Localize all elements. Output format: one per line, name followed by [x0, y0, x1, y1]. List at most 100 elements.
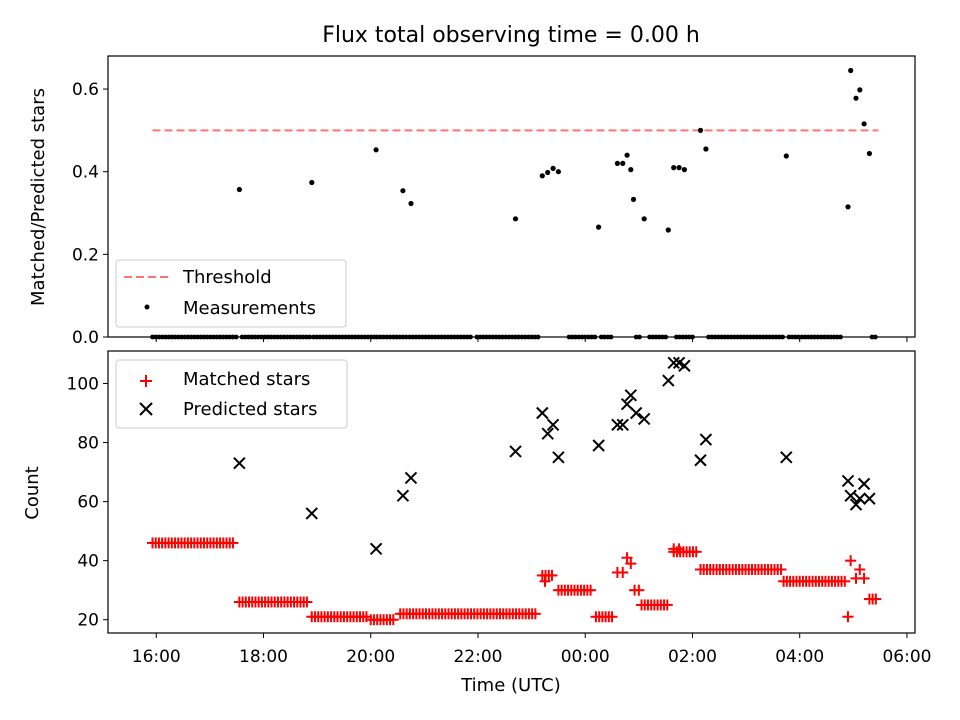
x-axis-label: Time (UTC) — [460, 675, 561, 696]
predicted-star-point — [616, 418, 629, 432]
measurement-point — [665, 227, 671, 233]
top-y-ticks: 0.0 0.2 0.4 0.6 — [72, 80, 108, 348]
measurement-point — [628, 167, 634, 173]
matched-stars-legend-label: Matched stars — [183, 369, 310, 390]
bottom-y-tick-label: 40 — [77, 552, 99, 572]
bottom-y-axis-label: Count — [22, 466, 43, 519]
matched-star-point — [387, 614, 399, 626]
matched-star-point — [621, 552, 633, 564]
measurement-point — [676, 165, 682, 171]
predicted-stars-legend-icon — [139, 402, 153, 416]
predicted-star-point — [396, 489, 410, 502]
measurement-point — [596, 224, 602, 230]
predicted-star-point — [592, 439, 605, 452]
matched-star-point — [585, 584, 597, 596]
measurement-point — [853, 95, 859, 101]
matched-star-point — [775, 564, 787, 576]
measurement-point — [400, 188, 406, 194]
bottom-legend: Matched stars Predicted stars — [115, 359, 348, 429]
bottom-x-tick-label: 22:00 — [453, 647, 502, 667]
matched-stars-legend-icon — [140, 375, 152, 387]
predicted-star-point — [536, 406, 549, 420]
bottom-y-ticks: 20 40 60 80 100 — [67, 374, 108, 631]
matched-star-point — [854, 564, 866, 576]
predicted-star-point — [546, 418, 560, 432]
predicted-star-point — [849, 498, 863, 511]
measurement-point — [614, 160, 621, 166]
bottom-x-tick-label: 20:00 — [346, 647, 395, 667]
measurement-point — [641, 216, 647, 222]
matched-star-point — [858, 572, 870, 584]
predicted-star-point — [780, 451, 793, 464]
matched-star-point — [625, 558, 637, 570]
top-y-axis-label: Matched/Predicted stars — [28, 88, 49, 306]
bottom-y-tick-label: 60 — [77, 493, 99, 513]
matched-star-point — [606, 611, 618, 623]
predicted-star-point — [611, 418, 624, 432]
matched-star-point — [539, 575, 551, 587]
measurement-point — [309, 179, 315, 186]
predicted-star-point — [629, 406, 643, 420]
bottom-x-tick-label: 06:00 — [882, 647, 931, 667]
predicted-star-point — [305, 507, 318, 520]
bottom-x-tick-label: 16:00 — [132, 647, 181, 667]
measurement-point — [545, 169, 551, 176]
predicted-star-point — [624, 389, 638, 402]
bottom-plot-area — [147, 356, 882, 626]
predicted-star-point — [841, 474, 855, 488]
measurements-legend-icon — [144, 304, 150, 310]
matched-star-point — [839, 575, 851, 587]
measurement-point — [539, 173, 545, 179]
threshold-legend-label: Threshold — [182, 267, 272, 288]
measurement-point — [866, 150, 873, 157]
predicted-star-point — [678, 359, 691, 372]
matched-star-point — [546, 569, 558, 581]
measurement-point — [555, 169, 562, 175]
matched-star-point — [870, 593, 882, 605]
predicted-star-point — [638, 412, 651, 426]
measurement-point — [671, 165, 677, 171]
predicted-star-point — [404, 471, 418, 485]
measurement-point — [697, 127, 704, 133]
top-axes-frame — [107, 55, 916, 338]
bottom-x-tick-label: 02:00 — [668, 647, 717, 667]
predicted-star-point — [662, 374, 675, 387]
bottom-legend-box — [115, 359, 348, 429]
bottom-x-ticks: 16:00 18:00 20:00 22:00 00:00 02:00 04:00 06:00 — [132, 633, 931, 667]
predicted-star-point — [853, 492, 866, 505]
matched-star-point — [690, 546, 702, 558]
predicted-star-point — [844, 489, 857, 502]
matched-star-point — [845, 555, 857, 567]
bottom-x-tick-label: 18:00 — [239, 647, 288, 667]
measurement-point — [620, 160, 626, 166]
top-y-tick-label: 0.2 — [72, 245, 99, 265]
matched-star-point — [842, 611, 854, 623]
matched-star-point — [617, 566, 629, 578]
predicted-star-point — [509, 445, 522, 458]
measurement-point — [848, 67, 854, 74]
predicted-star-point — [863, 492, 876, 505]
top-y-tick-label: 0.6 — [72, 80, 99, 100]
bottom-panel: 20 40 60 80 100 16:00 18:00 20:00 22:00 00:00 02:… — [22, 350, 931, 696]
top-panel: 0.0 0.2 0.4 0.6 Matched/Predicted stars Thr… — [28, 55, 916, 348]
measurement-point — [408, 200, 414, 207]
matched-star-point — [529, 608, 541, 620]
measurement-point — [845, 204, 851, 210]
top-y-tick-label: 0.4 — [72, 163, 99, 183]
measurement-point — [550, 165, 556, 171]
measurement-point — [624, 152, 630, 158]
predicted-star-point — [857, 477, 871, 491]
predicted-stars-legend-label: Predicted stars — [183, 399, 317, 420]
measurement-point — [703, 146, 709, 152]
bottom-y-tick-label: 80 — [77, 434, 99, 454]
predicted-star-point — [541, 427, 554, 440]
bottom-y-tick-label: 100 — [67, 374, 99, 394]
measurement-point — [236, 186, 242, 193]
matched-star-point — [227, 537, 239, 549]
predicted-star-point — [233, 457, 246, 470]
bottom-x-tick-label: 00:00 — [561, 647, 610, 667]
measurement-point — [512, 216, 519, 222]
matched-star-point — [301, 596, 313, 608]
bottom-x-tick-label: 04:00 — [775, 647, 824, 667]
matched-star-point — [633, 584, 645, 596]
